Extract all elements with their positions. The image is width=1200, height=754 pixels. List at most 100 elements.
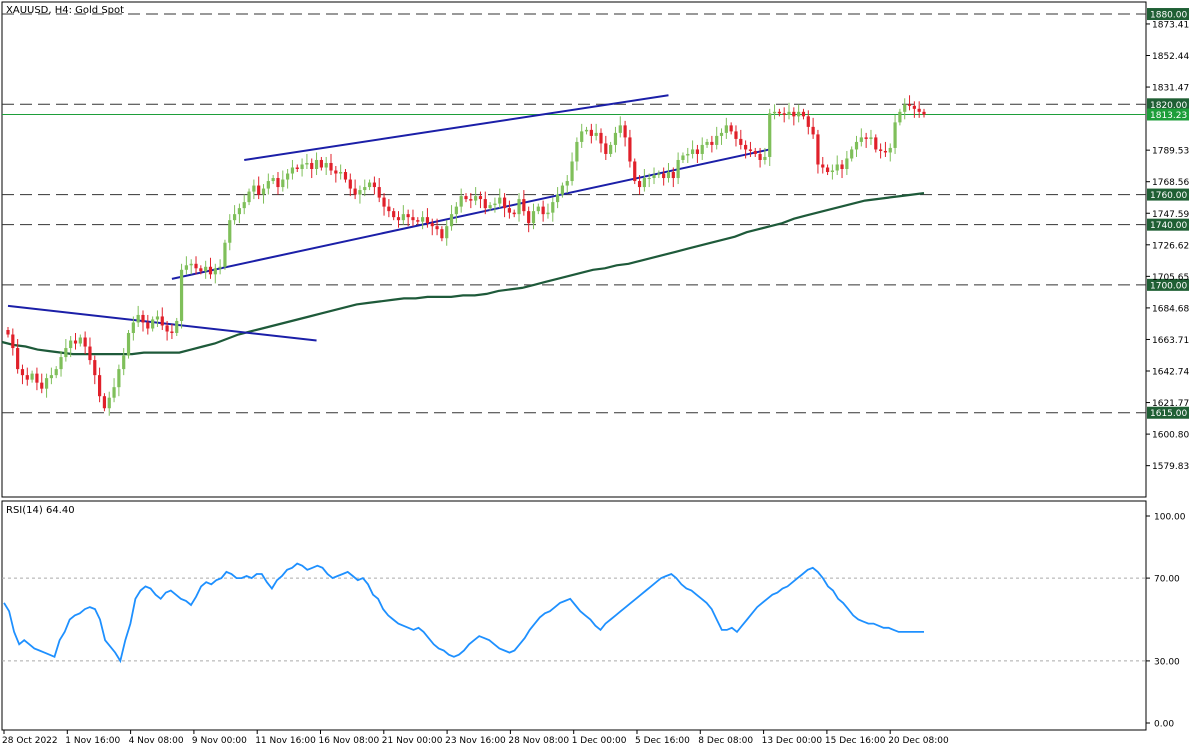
level-badge — [1147, 98, 1189, 111]
candle-body — [411, 217, 415, 221]
candle-body — [416, 220, 420, 222]
candle-body — [652, 175, 656, 179]
price-tick-label: 1684.68 — [1152, 304, 1189, 314]
price-tick-label: 1663.71 — [1152, 336, 1189, 346]
moving-average-layer — [1, 192, 925, 356]
candle-body — [599, 132, 603, 144]
candle-body — [247, 191, 251, 203]
time-tick-label: 4 Nov 08:00 — [129, 736, 184, 746]
candle-body — [777, 111, 781, 114]
candle-body — [647, 178, 651, 180]
level-badge — [1147, 406, 1189, 419]
price-tick-label: 1873.41 — [1152, 20, 1189, 30]
moving-average-line — [1, 192, 925, 356]
candle-body — [575, 141, 579, 162]
trendline — [171, 148, 770, 280]
candle-body — [907, 104, 912, 106]
candle-body — [806, 116, 810, 127]
candle-body — [295, 167, 299, 170]
candle-body — [700, 144, 704, 154]
candle-body — [724, 125, 728, 133]
candle-body — [690, 149, 695, 154]
candle-body — [69, 340, 73, 349]
candle-body — [854, 141, 859, 150]
candle-body — [589, 129, 593, 136]
level-badge-label: 1760.00 — [1150, 191, 1187, 201]
price-tick-label: 1852.44 — [1152, 52, 1189, 62]
candle-body — [343, 172, 348, 180]
candle-body — [107, 397, 111, 409]
candle-body — [78, 337, 82, 344]
candle-body — [864, 137, 868, 139]
rsi-axis: 100.00 70.00 30.00 0.00 — [1146, 513, 1186, 730]
candle-body — [329, 162, 333, 171]
time-tick-label: 1 Dec 00:00 — [572, 736, 627, 746]
candle-body — [792, 111, 796, 117]
candle-body — [208, 266, 213, 275]
candle-body — [73, 340, 78, 344]
candle-body — [348, 179, 352, 189]
candle-body — [498, 197, 502, 204]
candle-body — [445, 226, 449, 239]
candle-body — [580, 131, 584, 142]
candle-body — [131, 322, 135, 334]
candle-body — [469, 199, 473, 201]
candle-body — [512, 212, 516, 215]
candle-body — [618, 125, 622, 133]
candle-body — [392, 211, 396, 218]
candle-body — [729, 125, 733, 132]
candle-body — [165, 325, 169, 332]
candle-body — [319, 159, 323, 168]
candle-body — [893, 122, 897, 148]
candle-body — [753, 150, 757, 154]
candle-body — [637, 181, 642, 188]
candle-body — [401, 214, 405, 221]
candle-body — [459, 196, 463, 207]
candle-body — [869, 137, 873, 139]
candle-body — [719, 132, 724, 136]
candle-body — [382, 197, 386, 207]
candle-body — [367, 182, 372, 188]
candle-body — [662, 173, 666, 179]
rsi-tick-label: 30.00 — [1154, 657, 1180, 667]
candle-body — [657, 173, 661, 176]
candle-body — [290, 167, 295, 174]
time-tick-label: 11 Nov 16:00 — [255, 736, 316, 746]
candle-body — [565, 181, 569, 186]
candle-body — [898, 111, 902, 123]
candle-body — [372, 182, 376, 188]
candle-body — [922, 111, 926, 115]
candle-body — [54, 369, 58, 376]
candle-body — [266, 181, 270, 189]
candle-body — [744, 144, 748, 150]
candle-body — [199, 268, 203, 272]
candle-body — [609, 144, 613, 154]
level-badge — [1147, 8, 1189, 21]
candle-body — [353, 188, 357, 195]
candle-body — [835, 164, 839, 171]
rsi-layer — [2, 562, 1146, 664]
candle-body — [681, 155, 685, 160]
candle-body — [213, 268, 217, 275]
candle-body — [541, 206, 545, 215]
candle-body — [314, 159, 319, 170]
candle-body — [483, 199, 487, 209]
candle-body — [454, 206, 458, 215]
candle-body — [830, 170, 834, 173]
candle-body — [261, 188, 266, 195]
rsi-tick-label: 100.00 — [1154, 513, 1186, 523]
level-badge-label: 1740.00 — [1150, 221, 1187, 231]
candle-body — [695, 149, 700, 154]
time-tick-label: 15 Dec 16:00 — [825, 736, 886, 746]
candle-body — [194, 263, 198, 269]
time-tick-label: 28 Oct 2022 — [2, 736, 58, 746]
candle-body — [175, 320, 179, 334]
candle-body — [242, 202, 246, 209]
rsi-tick-label: 0.00 — [1154, 720, 1174, 730]
candle-body — [531, 211, 536, 224]
candle-body — [527, 211, 531, 224]
candle-body — [218, 266, 222, 269]
time-tick-label: 8 Dec 08:00 — [698, 736, 753, 746]
candle-body — [6, 329, 10, 335]
